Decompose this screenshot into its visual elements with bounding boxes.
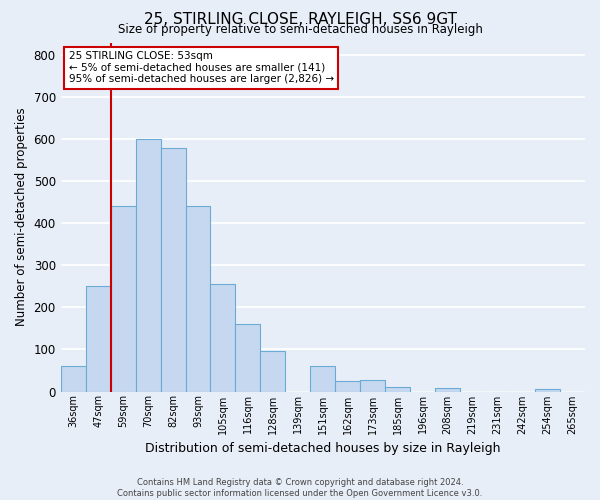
Bar — [260, 350, 286, 392]
Bar — [136, 139, 161, 392]
Text: Contains HM Land Registry data © Crown copyright and database right 2024.
Contai: Contains HM Land Registry data © Crown c… — [118, 478, 482, 498]
Bar — [385, 388, 410, 392]
Bar — [211, 284, 235, 392]
Bar — [310, 366, 335, 392]
Bar — [360, 380, 385, 392]
Bar — [185, 206, 211, 392]
Text: 25, STIRLING CLOSE, RAYLEIGH, SS6 9GT: 25, STIRLING CLOSE, RAYLEIGH, SS6 9GT — [143, 12, 457, 28]
Bar — [535, 390, 560, 392]
Bar — [235, 324, 260, 392]
Text: 25 STIRLING CLOSE: 53sqm
← 5% of semi-detached houses are smaller (141)
95% of s: 25 STIRLING CLOSE: 53sqm ← 5% of semi-de… — [68, 51, 334, 84]
Bar — [161, 148, 185, 392]
Text: Size of property relative to semi-detached houses in Rayleigh: Size of property relative to semi-detach… — [118, 22, 482, 36]
Bar — [435, 388, 460, 392]
Bar — [335, 381, 360, 392]
Bar — [86, 286, 110, 392]
Bar — [61, 366, 86, 392]
Bar — [110, 206, 136, 392]
X-axis label: Distribution of semi-detached houses by size in Rayleigh: Distribution of semi-detached houses by … — [145, 442, 500, 455]
Y-axis label: Number of semi-detached properties: Number of semi-detached properties — [15, 108, 28, 326]
